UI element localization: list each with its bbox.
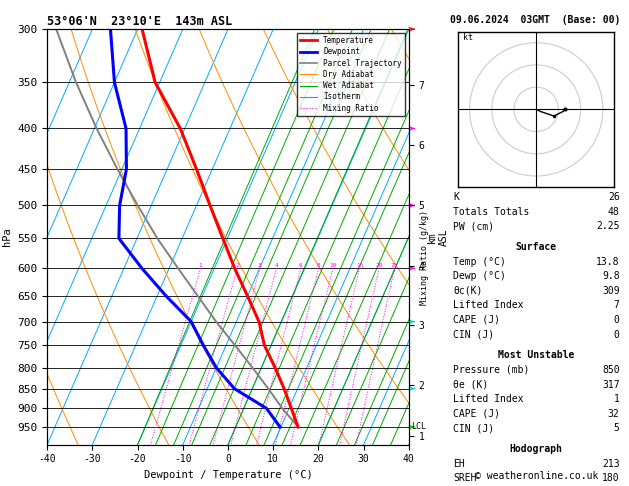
Text: Dewp (°C): Dewp (°C) bbox=[453, 271, 506, 281]
Text: 13.8: 13.8 bbox=[596, 257, 620, 267]
Text: Lifted Index: Lifted Index bbox=[453, 300, 523, 311]
Text: Totals Totals: Totals Totals bbox=[453, 207, 529, 217]
Legend: Temperature, Dewpoint, Parcel Trajectory, Dry Adiabat, Wet Adiabat, Isotherm, Mi: Temperature, Dewpoint, Parcel Trajectory… bbox=[298, 33, 405, 116]
X-axis label: Dewpoint / Temperature (°C): Dewpoint / Temperature (°C) bbox=[143, 470, 313, 480]
Text: 850: 850 bbox=[602, 365, 620, 375]
Text: CIN (J): CIN (J) bbox=[453, 423, 494, 434]
Text: 53°06'N  23°10'E  143m ASL: 53°06'N 23°10'E 143m ASL bbox=[47, 15, 233, 28]
Y-axis label: hPa: hPa bbox=[2, 227, 12, 246]
Text: CAPE (J): CAPE (J) bbox=[453, 409, 500, 419]
Text: Pressure (mb): Pressure (mb) bbox=[453, 365, 529, 375]
Text: PW (cm): PW (cm) bbox=[453, 221, 494, 231]
Text: 9.8: 9.8 bbox=[602, 271, 620, 281]
Text: Mixing Ratio (g/kg): Mixing Ratio (g/kg) bbox=[420, 210, 429, 305]
Text: LCL: LCL bbox=[411, 422, 426, 432]
Text: Surface: Surface bbox=[516, 242, 557, 252]
Text: θe (K): θe (K) bbox=[453, 380, 488, 390]
Text: 2: 2 bbox=[235, 263, 239, 268]
Text: 25: 25 bbox=[391, 263, 398, 268]
Text: 309: 309 bbox=[602, 286, 620, 296]
Text: 0: 0 bbox=[614, 330, 620, 340]
Text: 32: 32 bbox=[608, 409, 620, 419]
Text: 3: 3 bbox=[258, 263, 262, 268]
Text: Lifted Index: Lifted Index bbox=[453, 394, 523, 404]
Text: 26: 26 bbox=[608, 192, 620, 202]
Text: θc(K): θc(K) bbox=[453, 286, 482, 296]
Text: 7: 7 bbox=[614, 300, 620, 311]
Text: 2.25: 2.25 bbox=[596, 221, 620, 231]
Text: 20: 20 bbox=[376, 263, 383, 268]
Text: Most Unstable: Most Unstable bbox=[498, 350, 574, 361]
Y-axis label: km
ASL: km ASL bbox=[427, 228, 449, 246]
Text: kt: kt bbox=[463, 34, 473, 42]
Text: 6: 6 bbox=[299, 263, 303, 268]
Text: 09.06.2024  03GMT  (Base: 00): 09.06.2024 03GMT (Base: 00) bbox=[450, 15, 620, 25]
Text: 317: 317 bbox=[602, 380, 620, 390]
Text: 213: 213 bbox=[602, 459, 620, 469]
Text: 0: 0 bbox=[614, 315, 620, 325]
Text: EH: EH bbox=[453, 459, 465, 469]
Text: SREH: SREH bbox=[453, 473, 476, 484]
Text: K: K bbox=[453, 192, 459, 202]
Text: 180: 180 bbox=[602, 473, 620, 484]
Text: 1: 1 bbox=[614, 394, 620, 404]
Text: © weatheronline.co.uk: © weatheronline.co.uk bbox=[474, 471, 598, 481]
Text: 5: 5 bbox=[614, 423, 620, 434]
Text: 8: 8 bbox=[317, 263, 321, 268]
Text: Hodograph: Hodograph bbox=[509, 444, 563, 454]
Text: CIN (J): CIN (J) bbox=[453, 330, 494, 340]
Text: 1: 1 bbox=[199, 263, 203, 268]
Text: CAPE (J): CAPE (J) bbox=[453, 315, 500, 325]
Text: 48: 48 bbox=[608, 207, 620, 217]
Text: Temp (°C): Temp (°C) bbox=[453, 257, 506, 267]
Text: 4: 4 bbox=[274, 263, 278, 268]
Text: 15: 15 bbox=[356, 263, 364, 268]
Text: 10: 10 bbox=[329, 263, 337, 268]
